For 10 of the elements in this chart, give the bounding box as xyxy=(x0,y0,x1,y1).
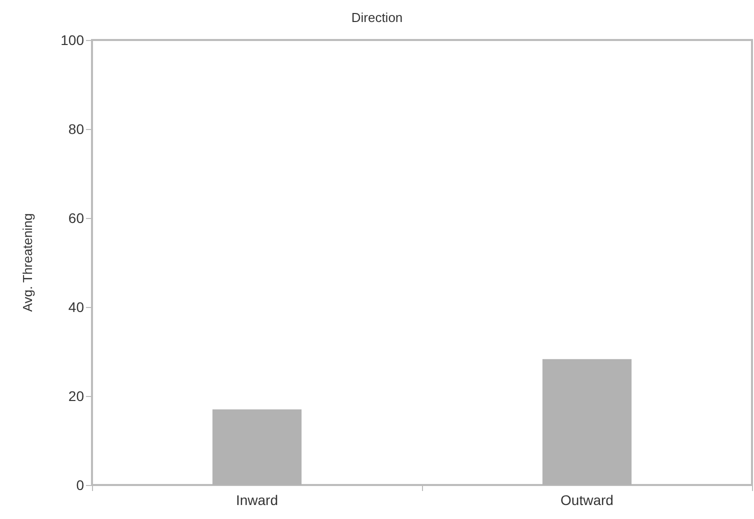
y-axis-title: Avg. Threatening xyxy=(20,213,35,312)
x-tick-label: Inward xyxy=(236,492,278,508)
y-tick-label: 0 xyxy=(76,477,84,493)
chart-title: Direction xyxy=(351,10,403,25)
y-tick-label: 60 xyxy=(68,210,84,226)
y-tick-label: 20 xyxy=(68,388,84,404)
x-tick-label: Outward xyxy=(560,492,614,508)
y-tick-label: 40 xyxy=(68,299,84,315)
y-tick-label: 80 xyxy=(68,121,84,137)
y-tick-label: 100 xyxy=(60,32,84,48)
